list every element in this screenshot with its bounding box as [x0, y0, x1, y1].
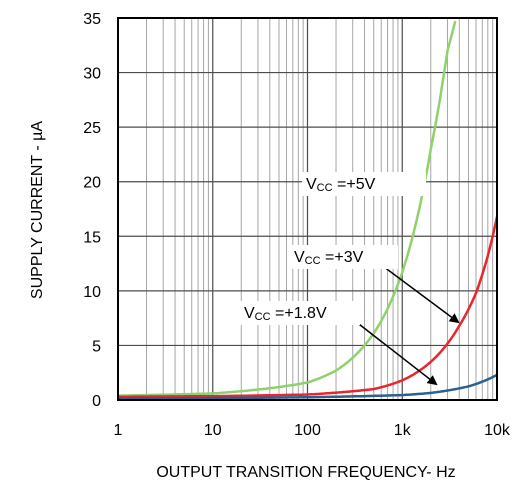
x-tick-labels: 1 10 100 1k 10k [114, 422, 511, 439]
annotations: VCC =+5V VCC =+3V VCC =+1.8V [240, 172, 460, 386]
annotation-arrow-3 [354, 320, 438, 386]
x-tick-label: 100 [294, 422, 321, 439]
y-tick-label: 10 [83, 284, 101, 301]
annotation-background [302, 172, 426, 196]
series-label-3: VCC =+1.8V [244, 305, 327, 323]
x-tick-label: 10k [484, 422, 511, 439]
y-tick-label: 5 [92, 338, 101, 355]
x-tick-label: 1 [114, 422, 123, 439]
y-tick-label: 0 [92, 393, 101, 410]
x-axis-label: OUTPUT TRANSITION FREQUENCY- Hz [156, 464, 455, 481]
y-axis-label: SUPPLY CURRENT - µA [29, 121, 46, 299]
annotation-arrow-2 [379, 263, 460, 324]
y-tick-label: 25 [83, 120, 101, 137]
series-lines [118, 20, 499, 400]
y-tick-label: 35 [83, 11, 101, 28]
series-label-1: VCC =+5V [306, 176, 376, 194]
series-line-1 [118, 20, 457, 397]
y-tick-labels: 0 5 10 15 20 25 30 35 [83, 11, 101, 410]
x-tick-label: 1k [394, 422, 412, 439]
annotation-background [290, 245, 398, 269]
series-label-2: VCC =+3V [294, 249, 364, 267]
annotation-background [240, 301, 360, 325]
y-tick-label: 15 [83, 229, 101, 246]
series-line-3 [118, 373, 498, 400]
plot-frame [117, 17, 498, 401]
series-line-2 [118, 216, 499, 398]
y-tick-label: 20 [83, 175, 101, 192]
x-tick-label: 10 [204, 422, 222, 439]
y-tick-label: 30 [83, 66, 101, 83]
